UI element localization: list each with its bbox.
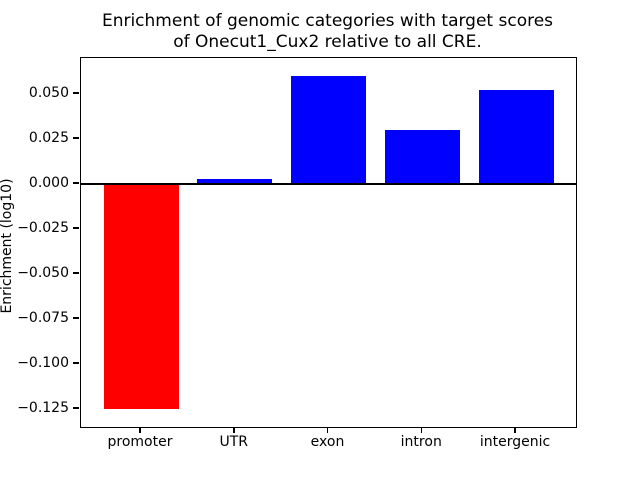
x-tick-label-intergenic: intergenic (479, 434, 551, 450)
y-tick-mark (73, 227, 79, 229)
y-tick-mark (73, 272, 79, 274)
plot-area (80, 57, 577, 428)
y-tick-mark (73, 362, 79, 364)
y-tick-label: 0.050 (28, 85, 69, 101)
y-tick-label: −0.050 (17, 265, 69, 281)
y-tick-mark (73, 407, 79, 409)
y-tick-label: −0.025 (17, 220, 69, 236)
bar-UTR (197, 178, 273, 184)
x-tick-mark (139, 428, 141, 433)
y-tick-label: 0.025 (28, 130, 69, 146)
x-tick-mark (420, 428, 422, 433)
x-tick-label-UTR: UTR (219, 434, 249, 450)
x-tick-label-promoter: promoter (107, 434, 173, 450)
x-tick-mark (326, 428, 329, 433)
chart-title: Enrichment of genomic categories with ta… (101, 11, 554, 52)
bar-exon (291, 76, 366, 184)
y-tick-label: −0.075 (17, 310, 69, 326)
bar-intergenic (478, 90, 554, 184)
zero-line (81, 183, 576, 185)
y-tick-mark (73, 317, 79, 319)
x-tick-mark (233, 428, 235, 433)
bar-promoter (103, 184, 179, 409)
y-tick-mark (73, 92, 79, 94)
y-tick-label: −0.125 (17, 400, 69, 416)
x-tick-label-intron: intron (400, 434, 442, 450)
x-tick-label-exon: exon (310, 434, 345, 450)
y-tick-label: 0.000 (28, 175, 69, 191)
y-tick-mark (73, 137, 79, 139)
x-tick-mark (514, 428, 516, 433)
y-tick-label: −0.100 (17, 355, 69, 371)
bar-intron (384, 130, 460, 184)
y-tick-mark (73, 182, 79, 184)
